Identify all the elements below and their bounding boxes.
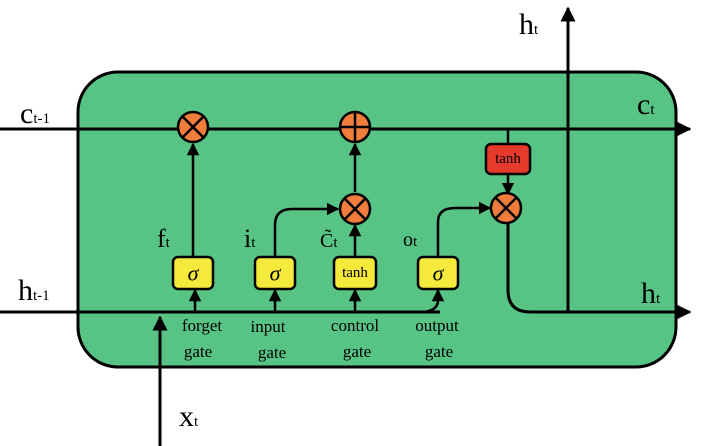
output-sigma-box: σ bbox=[416, 255, 460, 291]
forget-multiply-operator bbox=[176, 110, 210, 144]
svg-text:input: input bbox=[251, 317, 286, 336]
c-next-label: ct bbox=[637, 88, 655, 121]
cell-tanh-box: tanh bbox=[484, 142, 532, 176]
forget-sigma-box: σ bbox=[171, 255, 215, 291]
input-sigma-label: σ bbox=[270, 261, 282, 286]
svg-text:control: control bbox=[331, 316, 379, 335]
svg-text:forget: forget bbox=[182, 316, 223, 335]
hidden-output-line bbox=[506, 215, 692, 320]
forget-gate-caption: forget gate bbox=[182, 316, 223, 361]
input-gate-caption: input gate bbox=[251, 317, 287, 362]
input-sigma-box: σ bbox=[253, 255, 297, 291]
output-gate-caption: output gate bbox=[415, 316, 459, 361]
output-sigma-label: σ bbox=[433, 261, 445, 286]
svg-text:gate: gate bbox=[425, 342, 453, 361]
cell-tanh-label: tanh bbox=[495, 151, 521, 167]
h-prev-label: ht-1 bbox=[18, 274, 50, 307]
control-gate-caption: control gate bbox=[331, 316, 379, 361]
h-top-label: ht bbox=[519, 8, 539, 41]
input-to-multiply bbox=[273, 202, 340, 257]
candidate-multiply-operator bbox=[338, 192, 372, 226]
add-operator bbox=[338, 110, 372, 144]
c-tilde-label: C̃t bbox=[320, 228, 338, 252]
svg-text:gate: gate bbox=[184, 342, 212, 361]
svg-text:gate: gate bbox=[258, 343, 286, 362]
forget-sigma-label: σ bbox=[188, 261, 200, 286]
control-tanh-box: tanh bbox=[332, 255, 378, 291]
x-input-label: xt bbox=[179, 400, 199, 433]
output-to-multiply bbox=[436, 201, 492, 257]
c-prev-label: ct-1 bbox=[20, 97, 50, 130]
svg-text:output: output bbox=[415, 316, 459, 335]
svg-text:gate: gate bbox=[343, 342, 371, 361]
o-label: ot bbox=[403, 229, 418, 251]
h-next-label: ht bbox=[641, 277, 661, 310]
output-gate-input bbox=[419, 288, 445, 314]
control-tanh-label: tanh bbox=[342, 265, 368, 281]
i-label: it bbox=[244, 224, 256, 253]
output-multiply-operator bbox=[489, 191, 523, 225]
f-label: ft bbox=[157, 224, 171, 253]
